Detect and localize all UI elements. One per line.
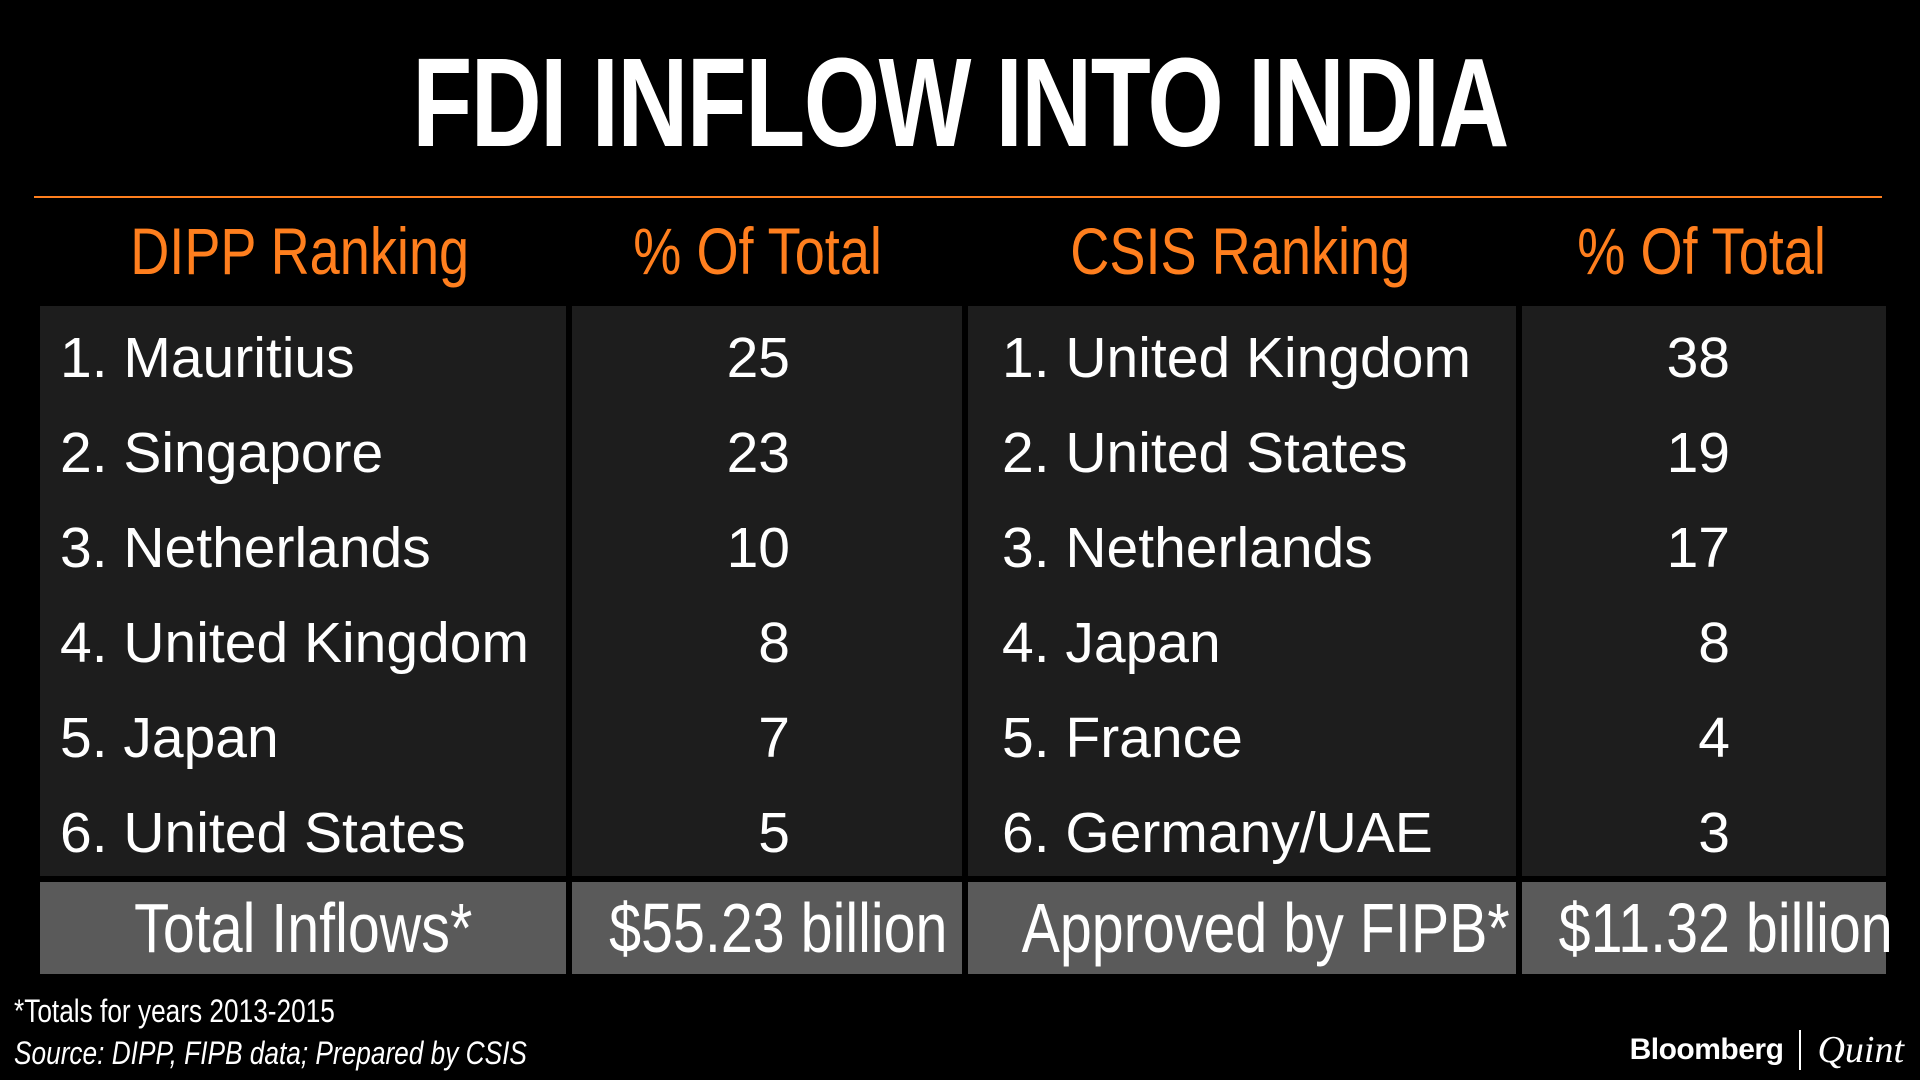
- table-row-csis-3-pct: 17: [1666, 516, 1730, 580]
- table-row-dipp-2-pct: 23: [726, 421, 790, 485]
- table-row-csis-4-country: 4. Japan: [1002, 611, 1221, 675]
- table-row-csis-3-country: 3. Netherlands: [1002, 516, 1373, 580]
- table-row-dipp-6-pct: 5: [758, 801, 790, 865]
- table-row-csis-4-pct: 8: [1698, 611, 1730, 675]
- source-note: Source: DIPP, FIPB data; Prepared by CSI…: [14, 1035, 527, 1071]
- table-row-dipp-2-country: 2. Singapore: [60, 421, 384, 485]
- total-cell-dipp-value: [572, 882, 962, 974]
- dipp-ranking-column: [40, 306, 566, 876]
- table-row-csis-2-pct: 19: [1666, 421, 1730, 485]
- table-row-dipp-5-pct: 7: [758, 706, 790, 770]
- table-row-dipp-3-pct: 10: [726, 516, 790, 580]
- total-cell-dipp-label: [40, 882, 566, 974]
- table-row-dipp-4-country: 4. United Kingdom: [60, 611, 529, 675]
- csis-pct-column: [1522, 306, 1886, 876]
- table-row-dipp-5-country: 5. Japan: [60, 706, 279, 770]
- table-row-csis-5-pct: 4: [1698, 706, 1730, 770]
- total-label-csis: Approved by FIPB*: [1021, 889, 1510, 967]
- table-row-csis-1-pct: 38: [1666, 326, 1730, 390]
- total-value-dipp: $55.23 billion: [609, 889, 948, 967]
- header-dipp-pct: % Of Total: [633, 214, 883, 288]
- header-csis-ranking: CSIS Ranking: [1070, 214, 1410, 288]
- table-row-csis-5-country: 5. France: [1002, 706, 1243, 770]
- table-row-csis-6-pct: 3: [1698, 801, 1730, 865]
- table-row-csis-1-country: 1. United Kingdom: [1002, 326, 1471, 390]
- title-divider: [34, 196, 1882, 198]
- table-row-dipp-4-pct: 8: [758, 611, 790, 675]
- brand-logo: Bloomberg Quint: [1630, 1026, 1904, 1074]
- chart-title: FDI INFLOW INTO INDIA: [412, 32, 1509, 173]
- table-row-csis-6-country: 6. Germany/UAE: [1002, 801, 1433, 865]
- table-row-dipp-1-pct: 25: [726, 326, 790, 390]
- table-row-dipp-1-country: 1. Mauritius: [60, 326, 355, 390]
- table-header-row: DIPP Ranking % Of Total CSIS Ranking % O…: [0, 206, 1920, 296]
- brand-bloomberg: Bloomberg: [1629, 1033, 1784, 1066]
- footnote: *Totals for years 2013-2015: [14, 993, 335, 1029]
- brand-quint: Quint: [1817, 1029, 1904, 1071]
- brand-divider: [1799, 1030, 1802, 1070]
- table-row-dipp-3-country: 3. Netherlands: [60, 516, 431, 580]
- header-csis-pct: % Of Total: [1577, 214, 1827, 288]
- csis-ranking-column: [968, 306, 1516, 876]
- header-dipp-ranking: DIPP Ranking: [130, 214, 470, 288]
- total-label-dipp: Total Inflows*: [133, 889, 473, 967]
- table-row-dipp-6-country: 6. United States: [60, 801, 466, 865]
- total-cell-csis-label: [968, 882, 1516, 974]
- dipp-pct-column: [572, 306, 962, 876]
- table-row-csis-2-country: 2. United States: [1002, 421, 1408, 485]
- total-cell-csis-value: [1522, 882, 1886, 974]
- total-value-csis: $11.32 billion: [1558, 889, 1893, 967]
